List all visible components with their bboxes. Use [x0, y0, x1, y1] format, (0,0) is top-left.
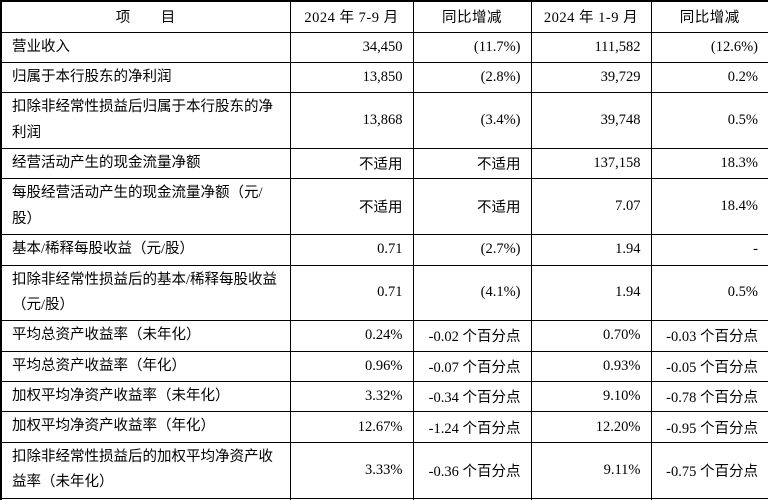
value-cell: 13,850 [289, 61, 414, 94]
value-cell: (12.6%) [650, 31, 768, 63]
value-cell: -0.02 个百分点 [412, 320, 532, 352]
value-cell: 不适用 [412, 147, 532, 180]
item-label-cell: 扣除非经常性损益后的基本/稀释每股收益（元/股） [0, 264, 291, 322]
value-cell: 7.07 [530, 178, 652, 236]
value-cell: 9.10% [530, 380, 652, 413]
value-cell: 0.24% [289, 320, 414, 352]
value-cell: (2.8%) [412, 61, 532, 94]
item-label-cell: 每股经营活动产生的现金流量净额（元/股） [0, 178, 291, 236]
table-row: 加权平均净资产收益率（未年化） 3.32% -0.34 个百分点 9.10% -0.78… [0, 380, 768, 413]
item-label-cell: 归属于本行股东的净利润 [0, 61, 291, 94]
value-cell: 34,450 [289, 31, 414, 63]
value-cell: 0.71 [289, 234, 414, 266]
item-label-cell: 经营活动产生的现金流量净额 [0, 147, 291, 180]
value-cell: 13,868 [289, 92, 414, 149]
value-cell: 0.96% [289, 350, 414, 383]
value-cell: 1.94 [530, 264, 652, 322]
table-row: 平均总资产收益率（年化） 0.96% -0.07 个百分点 0.93% -0.05 个百… [0, 350, 768, 383]
column-header-ytd-yoy: 同比增减 [650, 0, 768, 33]
value-cell: 不适用 [289, 178, 414, 236]
value-cell: 0.71 [289, 264, 414, 322]
value-cell: (3.4%) [412, 92, 532, 149]
value-cell: 不适用 [289, 147, 414, 180]
table-row: 扣除非经常性损益后归属于本行股东的净利润 13,868 (3.4%) 39,748 0.… [0, 92, 768, 149]
value-cell: 39,729 [530, 61, 652, 94]
value-cell: 18.3% [650, 147, 768, 180]
value-cell: -0.92 个百分点 [650, 497, 768, 500]
value-cell: 0.5% [650, 92, 768, 149]
table-row: 扣除非经常性损益后的加权平均净资产收益率（年化）12.69%-1.31 个百分点… [0, 497, 768, 500]
value-cell: 137,158 [530, 147, 652, 180]
table-row: 每股经营活动产生的现金流量净额（元/股） 不适用 不适用 7.07 18.4% [0, 178, 768, 236]
table-row: 经营活动产生的现金流量净额 不适用 不适用 137,158 18.3% [0, 147, 768, 180]
item-label-cell: 加权平均净资产收益率（年化） [0, 411, 291, 443]
table-body: 营业收入 34,450 (11.7%) 111,582 (12.6%) 归属于本行股东的净… [0, 31, 768, 500]
value-cell: -0.05 个百分点 [650, 350, 768, 383]
value-cell: -1.24 个百分点 [412, 411, 532, 443]
table-row: 归属于本行股东的净利润 13,850 (2.8%) 39,729 0.2% [0, 61, 768, 94]
value-cell: 111,582 [530, 31, 652, 63]
column-header-q3-period: 2024 年 7-9 月 [289, 0, 414, 33]
table-row: 扣除非经常性损益后的加权平均净资产收益率（未年化） 3.33% -0.36 个百分点… [0, 441, 768, 499]
value-cell: 0.5% [650, 264, 768, 322]
value-cell: -0.34 个百分点 [412, 380, 532, 413]
item-label-cell: 扣除非经常性损益后的加权平均净资产收益率（未年化） [0, 441, 291, 499]
value-cell: 不适用 [412, 178, 532, 236]
value-cell: -0.03 个百分点 [650, 320, 768, 352]
table-row: 加权平均净资产收益率（年化） 12.67% -1.24 个百分点 12.20% -0.9… [0, 411, 768, 443]
value-cell: 3.33% [289, 441, 414, 499]
value-cell: -0.78 个百分点 [650, 380, 768, 413]
table-row: 扣除非经常性损益后的基本/稀释每股收益（元/股） 0.71 (4.1%) 1.94 0.… [0, 264, 768, 322]
item-label-cell: 扣除非经常性损益后归属于本行股东的净利润 [0, 92, 291, 149]
value-cell: (11.7%) [412, 31, 532, 63]
value-cell: 0.2% [650, 61, 768, 94]
value-cell: 39,748 [530, 92, 652, 149]
item-label-cell: 基本/稀释每股收益（元/股） [0, 234, 291, 266]
header-row: 项 目 2024 年 7-9 月 同比增减 2024 年 1-9 月 同比增减 [0, 0, 768, 33]
item-label-cell: 加权平均净资产收益率（未年化） [0, 380, 291, 413]
value-cell: 3.32% [289, 380, 414, 413]
value-cell: (2.7%) [412, 234, 532, 266]
value-cell: -0.95 个百分点 [650, 411, 768, 443]
table-row: 平均总资产收益率（未年化） 0.24% -0.02 个百分点 0.70% -0.03 个… [0, 320, 768, 352]
value-cell: (4.1%) [412, 264, 532, 322]
value-cell: -0.36 个百分点 [412, 441, 532, 499]
item-label-cell: 平均总资产收益率（年化） [0, 350, 291, 383]
value-cell: 0.70% [530, 320, 652, 352]
value-cell: 18.4% [650, 178, 768, 236]
column-header-ytd-period: 2024 年 1-9 月 [530, 0, 652, 33]
value-cell: 9.11% [530, 441, 652, 499]
column-header-item: 项 目 [0, 0, 291, 33]
value-cell: -0.07 个百分点 [412, 350, 532, 383]
value-cell: 0.93% [530, 350, 652, 383]
item-label-cell: 平均总资产收益率（未年化） [0, 320, 291, 352]
value-cell: 12.67% [289, 411, 414, 443]
value-cell: 12.20% [530, 411, 652, 443]
item-label-cell: 营业收入 [0, 31, 291, 63]
column-header-q3-yoy: 同比增减 [412, 0, 532, 33]
value-cell: -0.75 个百分点 [650, 441, 768, 499]
table-row: 营业收入 34,450 (11.7%) 111,582 (12.6%) [0, 31, 768, 63]
value-cell: 1.94 [530, 234, 652, 266]
value-cell: - [650, 234, 768, 266]
table-row: 基本/稀释每股收益（元/股） 0.71 (2.7%) 1.94- [0, 234, 768, 266]
